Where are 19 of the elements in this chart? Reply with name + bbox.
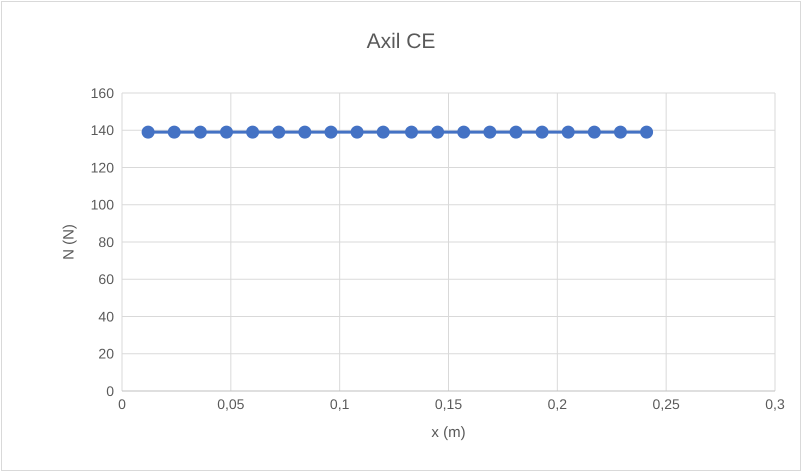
y-tick-label: 100: [90, 196, 114, 213]
y-tick-label: 140: [90, 122, 114, 138]
x-tick-label: 0,15: [434, 396, 462, 412]
x-tick-label: 0,2: [548, 396, 568, 412]
x-tick-label: 0,05: [217, 396, 245, 412]
y-tick-label: 0: [106, 382, 114, 399]
y-axis-title: N (N): [60, 224, 78, 260]
x-tick-label: 0,3: [765, 396, 785, 412]
y-tick-label: 40: [98, 308, 114, 324]
x-tick-label: 0,25: [652, 396, 680, 412]
y-tick-label: 60: [98, 271, 114, 288]
y-tick-label: 160: [90, 84, 114, 101]
x-tick-label: 0: [118, 396, 126, 412]
x-tick-label: 0,1: [330, 396, 350, 412]
x-axis-title: x (m): [431, 424, 466, 441]
y-tick-label: 80: [98, 234, 114, 250]
y-tick-label: 20: [98, 346, 114, 362]
chart-title: Axil CE: [366, 30, 436, 54]
y-tick-label: 120: [90, 159, 114, 176]
